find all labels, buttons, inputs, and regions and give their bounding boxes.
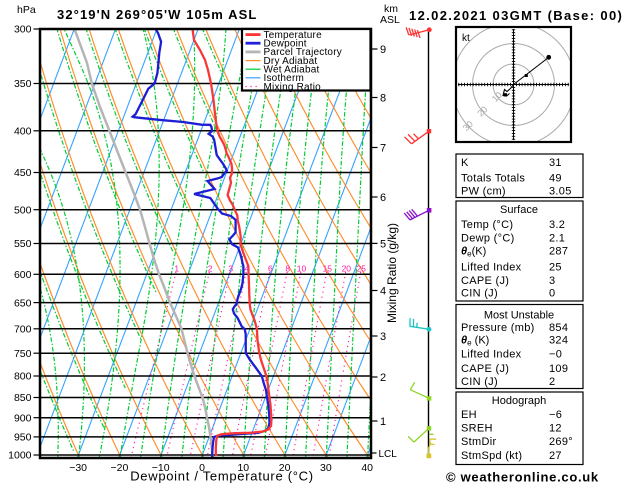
svg-text:hPa: hPa [17,4,36,16]
svg-text:0: 0 [549,287,555,299]
svg-text:K: K [461,157,469,169]
svg-text:3: 3 [380,331,386,343]
svg-text:700: 700 [14,324,32,336]
svg-text:10: 10 [297,264,307,274]
svg-text:Lifted Index: Lifted Index [461,262,522,274]
svg-text:350: 350 [14,78,32,90]
svg-text:Hodograph: Hodograph [492,395,546,407]
svg-text:600: 600 [14,269,32,281]
svg-text:8: 8 [285,264,290,274]
svg-text:7: 7 [380,143,386,155]
svg-text:−0: −0 [549,348,562,360]
svg-text:324: 324 [549,335,568,347]
svg-text:800: 800 [14,371,32,383]
svg-text:2.1: 2.1 [549,233,565,245]
svg-text:ASL: ASL [380,14,400,26]
svg-text:θe(K): θe(K) [461,245,486,258]
svg-text:kt: kt [462,33,470,44]
svg-text:450: 450 [14,167,32,179]
svg-text:PW (cm): PW (cm) [461,186,506,198]
svg-text:1000: 1000 [8,450,32,462]
svg-text:25: 25 [357,264,367,274]
svg-text:SREH: SREH [461,422,493,434]
svg-text:2: 2 [549,376,555,388]
svg-text:6: 6 [380,192,386,204]
svg-text:750: 750 [14,348,32,360]
svg-text:Most Unstable: Most Unstable [484,309,554,321]
svg-text:2: 2 [208,264,213,274]
svg-text:32°19'N 269°05'W 105m ASL: 32°19'N 269°05'W 105m ASL [57,7,257,22]
svg-text:6: 6 [268,264,273,274]
svg-text:Totals Totals: Totals Totals [461,173,525,185]
svg-text:49: 49 [549,173,562,185]
svg-text:27: 27 [549,450,562,462]
svg-text:15: 15 [323,264,333,274]
svg-text:Lifted Index: Lifted Index [461,348,522,360]
svg-text:650: 650 [14,297,32,309]
svg-text:−20: −20 [110,462,128,474]
svg-text:CIN (J): CIN (J) [461,287,498,299]
svg-text:4: 4 [245,264,250,274]
svg-text:θe (K): θe (K) [461,335,489,348]
svg-text:269°: 269° [549,436,573,448]
svg-text:850: 850 [14,392,32,404]
svg-text:950: 950 [14,432,32,444]
svg-text:400: 400 [14,126,32,138]
svg-text:3.2: 3.2 [549,219,565,231]
svg-text:StmSpd (kt): StmSpd (kt) [461,450,522,462]
svg-text:20: 20 [342,264,352,274]
svg-text:EH: EH [461,409,477,421]
svg-text:Dewpoint / Temperature (°C): Dewpoint / Temperature (°C) [130,469,314,484]
svg-text:900: 900 [14,412,32,424]
svg-text:31: 31 [549,157,562,169]
svg-text:500: 500 [14,204,32,216]
svg-text:550: 550 [14,238,32,250]
svg-text:Mixing Ratio: Mixing Ratio [264,82,322,93]
svg-text:CAPE (J): CAPE (J) [461,363,509,375]
svg-text:CIN (J): CIN (J) [461,376,498,388]
svg-text:Temp (°C): Temp (°C) [461,219,513,231]
svg-text:Surface: Surface [500,204,538,216]
svg-text:StmDir: StmDir [461,436,496,448]
svg-text:3: 3 [228,264,233,274]
svg-text:3: 3 [549,275,555,287]
svg-text:CAPE (J): CAPE (J) [461,275,509,287]
svg-text:854: 854 [549,322,568,334]
svg-text:30: 30 [320,462,332,474]
svg-text:Mixing Ratio (g/kg): Mixing Ratio (g/kg) [385,223,399,323]
svg-text:1: 1 [380,416,386,428]
svg-text:−30: −30 [69,462,87,474]
svg-text:2: 2 [380,372,386,384]
svg-text:−6: −6 [549,409,562,421]
svg-text:287: 287 [549,245,568,257]
svg-text:© weatheronline.co.uk: © weatheronline.co.uk [446,470,599,485]
svg-text:LCL: LCL [379,449,398,460]
svg-text:25: 25 [549,262,562,274]
svg-text:40: 40 [361,462,373,474]
svg-text:109: 109 [549,363,568,375]
svg-text:3.05: 3.05 [549,186,572,198]
svg-text:8: 8 [380,93,386,105]
svg-text:300: 300 [14,24,32,36]
svg-text:12.02.2021 03GMT (Base: 00): 12.02.2021 03GMT (Base: 00) [409,8,623,23]
svg-text:1: 1 [174,264,179,274]
svg-text:Dewp (°C): Dewp (°C) [461,233,515,245]
svg-text:12: 12 [549,422,562,434]
svg-text:9: 9 [380,44,386,56]
svg-text:Pressure (mb): Pressure (mb) [461,322,535,334]
